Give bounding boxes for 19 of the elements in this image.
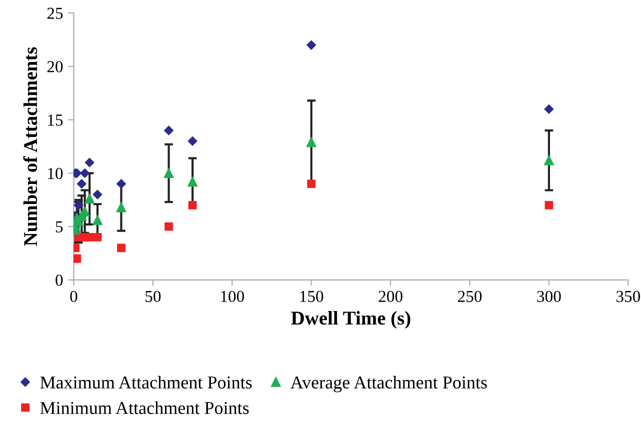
y-tick-label: 10 bbox=[48, 168, 63, 180]
x-tick-label: 200 bbox=[378, 290, 402, 302]
legend-label: Minimum Attachment Points bbox=[40, 401, 249, 414]
x-tick-label: 350 bbox=[616, 290, 640, 302]
x-tick-label: 0 bbox=[70, 290, 78, 302]
legend-label: Maximum Attachment Points bbox=[40, 376, 252, 389]
x-tick-label: 300 bbox=[537, 290, 561, 302]
x-axis-title: Dwell Time (s) bbox=[291, 311, 410, 329]
y-tick-label: 20 bbox=[47, 61, 63, 72]
x-tick-label: 50 bbox=[146, 290, 161, 302]
x-tick-label: 150 bbox=[300, 290, 324, 302]
x-tick-label: 250 bbox=[458, 290, 482, 302]
y-axis-title: Number of Attachments bbox=[23, 47, 38, 246]
x-tick-label: 100 bbox=[221, 290, 244, 302]
legend-label: Average Attachment Points bbox=[290, 376, 487, 392]
y-tick-label: 0 bbox=[56, 274, 63, 286]
y-tick-label: 25 bbox=[47, 8, 63, 19]
y-tick-label: 5 bbox=[56, 221, 63, 232]
y-tick-label: 15 bbox=[48, 114, 63, 126]
